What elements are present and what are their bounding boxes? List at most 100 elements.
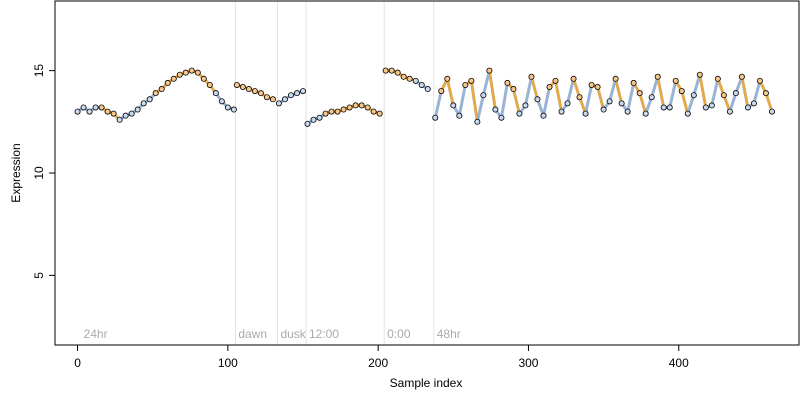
data-point: [170, 75, 177, 82]
data-point: [576, 94, 583, 101]
data-point: [600, 106, 607, 113]
data-point: [74, 108, 81, 115]
phase-segment: [542, 85, 551, 117]
data-point: [224, 104, 231, 111]
phase-segment: [608, 77, 617, 103]
data-point: [438, 88, 445, 95]
data-point: [245, 86, 252, 93]
phase-segment: [500, 81, 509, 119]
phase-segment: [680, 89, 690, 115]
data-point: [370, 108, 377, 115]
x-tick-label: 0: [74, 356, 81, 370]
data-point: [618, 100, 625, 107]
data-point: [424, 86, 431, 93]
data-point: [299, 88, 306, 95]
data-point: [534, 96, 541, 103]
data-point: [738, 73, 745, 80]
data-point: [498, 114, 505, 121]
data-point: [200, 75, 207, 82]
phase-segment: [656, 75, 665, 109]
data-point: [456, 112, 463, 119]
time-marker-label: 24hr: [84, 327, 108, 341]
x-tick-label: 200: [368, 356, 388, 370]
x-tick-label: 100: [218, 356, 238, 370]
data-point: [275, 100, 282, 107]
y-tick-label: 10: [32, 166, 46, 180]
data-point: [570, 75, 577, 82]
data-point: [606, 98, 613, 105]
data-point: [672, 77, 679, 84]
phase-segment: [740, 75, 750, 109]
data-point: [468, 77, 475, 84]
phase-segment: [584, 83, 593, 115]
data-point: [642, 110, 649, 117]
data-point: [188, 67, 195, 74]
data-point: [400, 73, 407, 80]
data-point: [376, 110, 383, 117]
data-point: [660, 104, 667, 111]
phase-segment: [458, 83, 467, 117]
data-point: [412, 77, 419, 84]
data-point: [648, 94, 655, 101]
data-point: [382, 67, 389, 74]
data-point: [552, 77, 559, 84]
phase-segment: [686, 93, 696, 115]
data-point: [768, 108, 775, 115]
data-point: [92, 104, 99, 111]
time-marker-lines: [234, 1, 435, 345]
data-point: [708, 102, 715, 109]
data-point: [310, 116, 317, 123]
data-point: [346, 104, 353, 111]
data-point: [281, 96, 288, 103]
data-point: [480, 92, 487, 99]
phase-segment: [728, 91, 738, 113]
phase-segment: [626, 81, 635, 113]
data-point: [504, 79, 511, 86]
plot-frame: [54, 0, 800, 346]
data-point: [558, 108, 565, 115]
phase-segment: [596, 85, 605, 111]
data-point: [110, 110, 117, 117]
data-point: [364, 104, 371, 111]
data-point: [594, 84, 601, 91]
fit-lines: [76, 69, 774, 126]
data-point: [164, 79, 171, 86]
data-point: [510, 86, 517, 93]
data-point: [316, 114, 323, 121]
data-point: [340, 106, 347, 113]
data-point: [474, 118, 481, 125]
data-point: [176, 71, 183, 78]
phase-segment: [650, 75, 659, 99]
data-point: [678, 88, 685, 95]
data-point: [322, 110, 329, 117]
data-point: [462, 81, 469, 88]
data-point: [334, 108, 341, 115]
data-point: [388, 67, 395, 74]
phase-segment: [668, 79, 678, 109]
phase-segment: [692, 73, 702, 97]
data-point: [263, 94, 270, 101]
data-point: [239, 84, 246, 91]
x-axis-title: Sample index: [390, 376, 463, 390]
time-marker-label: 48hr: [437, 327, 461, 341]
phase-segment: [530, 75, 539, 101]
data-point: [654, 73, 661, 80]
data-point: [257, 90, 264, 97]
data-point: [194, 69, 201, 76]
data-points: [74, 67, 775, 127]
phase-segment: [434, 89, 443, 119]
data-point: [612, 75, 619, 82]
data-point: [528, 73, 535, 80]
data-point: [714, 75, 721, 82]
data-point: [212, 90, 219, 97]
data-point: [564, 100, 571, 107]
data-point: [450, 102, 457, 109]
y-axis-title: Expression: [9, 143, 23, 202]
data-point: [588, 81, 595, 88]
phase-segment: [764, 91, 774, 113]
data-point: [756, 77, 763, 84]
data-point: [624, 108, 631, 115]
data-point: [269, 96, 276, 103]
data-point: [146, 96, 153, 103]
